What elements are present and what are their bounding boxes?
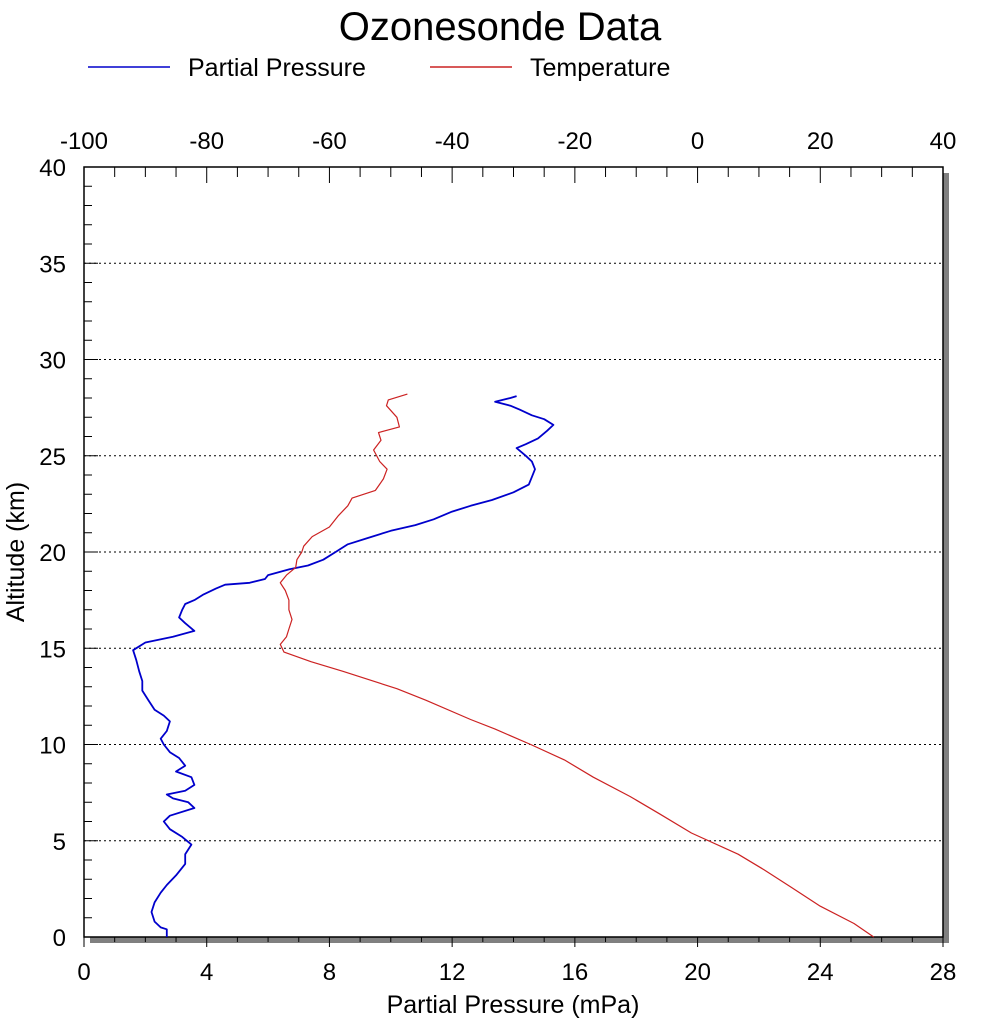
- bottom-tick-label: 20: [684, 959, 711, 986]
- top-tick-label: -80: [189, 128, 224, 155]
- series-lines: [132, 393, 875, 938]
- top-tick-label: -40: [435, 128, 470, 155]
- y-tick-label: 5: [53, 829, 66, 856]
- y-axis-label: Altitude (km): [2, 482, 30, 622]
- series-line-temperature: [279, 393, 875, 938]
- legend-label-partial-pressure: Partial Pressure: [188, 54, 366, 82]
- x-axis-label: Partial Pressure (mPa): [387, 991, 640, 1019]
- y-tick-label: 10: [39, 733, 66, 760]
- plot-shadow-right: [943, 173, 949, 943]
- top-tick-label: 40: [930, 128, 957, 155]
- y-tick-label: 20: [39, 540, 66, 567]
- plot-shadow-bottom: [90, 937, 949, 943]
- top-tick-label: -100: [60, 128, 108, 155]
- gridlines: [84, 262, 943, 842]
- chart-title: Ozonesonde Data: [339, 5, 662, 49]
- top-tick-label: -60: [312, 128, 347, 155]
- y-tick-label: 15: [39, 636, 66, 663]
- legend-label-temperature: Temperature: [530, 54, 670, 82]
- y-tick-label: 0: [53, 925, 66, 952]
- top-tick-label: -20: [558, 128, 593, 155]
- bottom-tick-label: 8: [323, 959, 336, 986]
- axis-ticks: [83, 166, 944, 947]
- tick-labels: 0 5 10 15 20 25 30 35 40 0 4 8 12 16 20 24 28 -100 -80 -60 -…: [39, 128, 956, 986]
- y-tick-label: 30: [39, 348, 66, 375]
- bottom-tick-label: 16: [562, 959, 589, 986]
- top-tick-label: 0: [691, 128, 704, 155]
- y-tick-label: 35: [39, 251, 66, 278]
- bottom-tick-label: 28: [930, 959, 957, 986]
- y-tick-label: 40: [39, 155, 66, 182]
- series-line-partial-pressure: [132, 395, 555, 937]
- legend: Partial Pressure Temperature: [88, 54, 670, 82]
- top-tick-label: 20: [807, 128, 834, 155]
- y-tick-label: 25: [39, 444, 66, 471]
- bottom-tick-label: 0: [77, 959, 90, 986]
- bottom-tick-label: 24: [807, 959, 834, 986]
- bottom-tick-label: 12: [439, 959, 466, 986]
- bottom-tick-label: 4: [200, 959, 213, 986]
